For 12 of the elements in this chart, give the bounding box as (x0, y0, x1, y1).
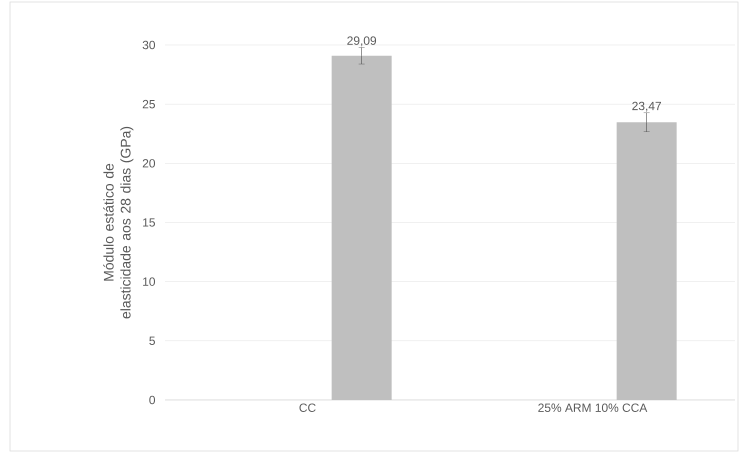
y-tick-label: 5 (149, 336, 155, 345)
y-axis-title: Módulo estático de elasticidade aos 28 dias (GPa) (103, 126, 134, 318)
data-label: 23,47 (632, 102, 662, 112)
data-label: 29,09 (347, 36, 376, 46)
x-tick-label: 25% ARM 10% CCA (538, 404, 648, 412)
y-tick-label: 25 (142, 100, 155, 108)
y-tick-label: 20 (142, 159, 156, 168)
y-tick-label: 10 (143, 277, 156, 286)
y-tick-label: 30 (142, 40, 156, 50)
x-tick-label: CC (299, 404, 316, 412)
y-tick-label: 0 (149, 396, 156, 404)
y-tick-label: 15 (143, 218, 155, 227)
